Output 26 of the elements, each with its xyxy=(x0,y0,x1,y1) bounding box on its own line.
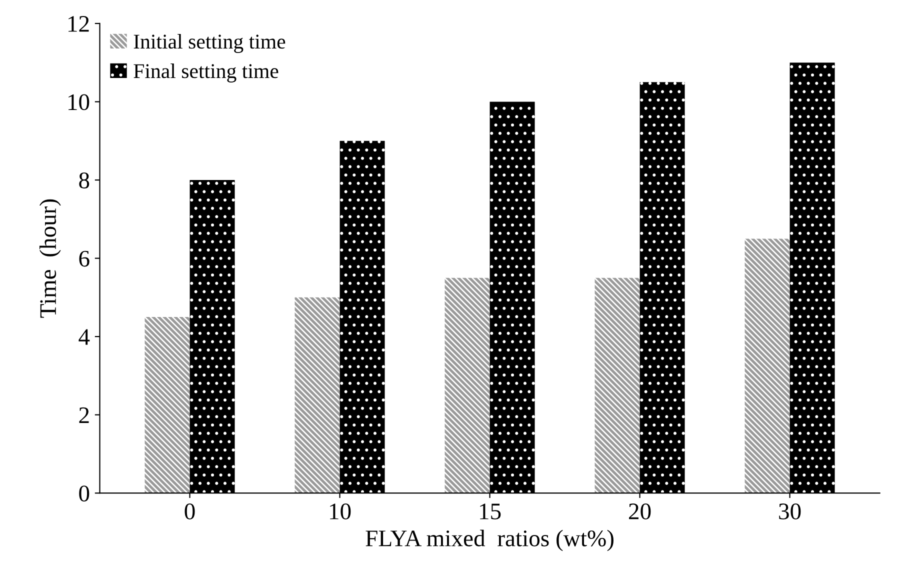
y-tick-label: 2 xyxy=(79,407,89,424)
y-tick-label: 6 xyxy=(79,250,90,267)
x-tick-label: 30 xyxy=(779,503,801,520)
bar xyxy=(490,102,535,494)
x-tick-label: 20 xyxy=(629,503,651,520)
bar xyxy=(744,238,790,494)
y-tick-label: 12 xyxy=(68,16,89,32)
legend-label: Final setting time xyxy=(134,64,278,82)
bar xyxy=(444,278,490,494)
bar xyxy=(640,82,685,494)
y-axis-title: Time (hour) xyxy=(39,199,61,318)
bar xyxy=(294,297,340,494)
y-tick-label: 0 xyxy=(79,486,90,502)
bar xyxy=(790,62,835,494)
y-tick-label: 8 xyxy=(79,172,90,188)
bar xyxy=(144,316,190,494)
x-tick-label: 10 xyxy=(330,503,351,520)
bar xyxy=(594,278,640,494)
bar xyxy=(190,180,235,494)
x-tick-label: 15 xyxy=(480,504,501,520)
x-axis-title: FLYA mixed ratios (wt%) xyxy=(366,530,614,552)
y-tick-label: 10 xyxy=(68,94,90,110)
legend-label: Initial setting time xyxy=(134,34,286,53)
y-tick-label: 4 xyxy=(78,329,90,345)
bar xyxy=(340,140,385,494)
x-tick-label: 0 xyxy=(184,503,195,520)
